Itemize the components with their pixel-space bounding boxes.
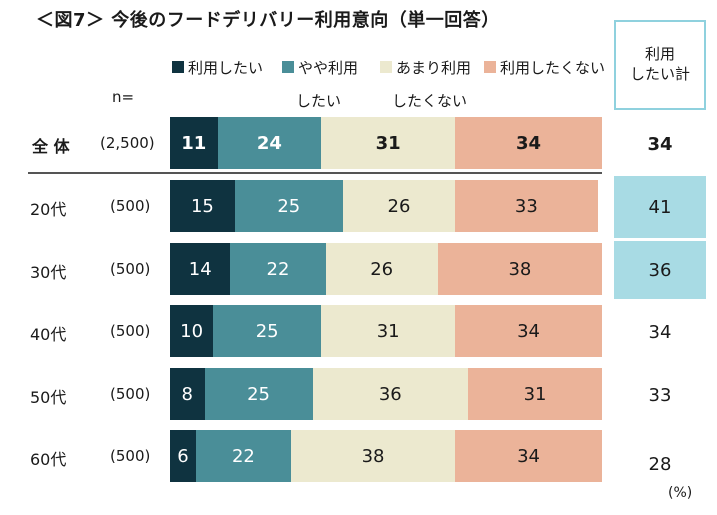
bar-segment: 25 <box>213 305 322 357</box>
bar-segment: 10 <box>170 305 214 357</box>
bar-segment: 26 <box>325 243 438 295</box>
bar-segment: 24 <box>217 117 322 169</box>
legend-item: 利用したい <box>172 58 263 78</box>
bar-segment: 8 <box>170 368 205 420</box>
legend-swatch <box>380 61 392 73</box>
row-label: 50代 <box>30 388 67 407</box>
bar-segment: 38 <box>290 430 456 482</box>
row-label: 40代 <box>30 325 67 344</box>
row-sample-size: (500) <box>110 322 151 340</box>
row-label: 全 体 <box>32 137 70 156</box>
bar-segment: 31 <box>468 368 602 420</box>
bar-segment: 31 <box>321 117 456 169</box>
total-want-value: 41 <box>648 197 672 218</box>
bar-segment: 15 <box>170 180 235 232</box>
n-label: n= <box>112 88 135 106</box>
total-want-value: 36 <box>648 260 672 281</box>
row-sample-size: (2,500) <box>100 134 155 152</box>
total-separator <box>28 172 602 174</box>
bar-segment: 34 <box>455 430 602 482</box>
legend-item: やや利用 <box>282 58 358 78</box>
bar-segment: 25 <box>204 368 313 420</box>
legend-label: 利用したくない <box>500 59 606 77</box>
bar-segment: 34 <box>455 305 602 357</box>
bar-segment: 25 <box>234 180 343 232</box>
chart-title: ＜図7＞ 今後のフードデリバリー利用意向（単一回答） <box>36 10 500 31</box>
legend-label: 利用したい <box>188 59 264 77</box>
total-want-value: 28 <box>648 454 672 475</box>
legend-swatch <box>282 61 294 73</box>
row-sample-size: (500) <box>110 260 151 278</box>
bar-segment: 6 <box>170 430 196 482</box>
bar-segment: 33 <box>455 180 598 232</box>
legend-swatch <box>484 61 496 73</box>
total-header-line2: したい計 <box>629 65 690 83</box>
row-sample-size: (500) <box>110 447 151 465</box>
bar-segment: 38 <box>437 243 602 295</box>
total-highlight <box>614 241 706 299</box>
bar-segment: 11 <box>170 117 218 169</box>
bar-segment: 14 <box>170 243 231 295</box>
legend-label-continuation: したくない <box>392 92 468 110</box>
legend-label-continuation: したい <box>296 92 342 110</box>
unit-label: (%) <box>668 485 693 501</box>
row-label: 30代 <box>30 263 67 282</box>
bar-segment: 22 <box>195 430 291 482</box>
legend-label: あまり利用 <box>396 59 472 77</box>
bar-segment: 26 <box>342 180 456 232</box>
row-label: 20代 <box>30 200 67 219</box>
legend-label: やや利用 <box>298 59 359 77</box>
legend-item: 利用したくない <box>484 58 605 78</box>
legend-swatch <box>172 61 184 73</box>
total-header-line1: 利用 <box>644 45 675 63</box>
total-header: 利用 したい計 <box>614 20 706 110</box>
total-want-value: 34 <box>648 322 672 343</box>
row-sample-size: (500) <box>110 197 151 215</box>
total-want-value: 33 <box>648 385 672 406</box>
total-want-value: 34 <box>647 134 673 155</box>
bar-segment: 31 <box>321 305 456 357</box>
bar-segment: 34 <box>455 117 602 169</box>
total-highlight <box>614 176 706 238</box>
bar-segment: 22 <box>230 243 326 295</box>
bar-segment: 36 <box>312 368 469 420</box>
row-sample-size: (500) <box>110 385 151 403</box>
legend-item: あまり利用 <box>380 58 471 78</box>
row-label: 60代 <box>30 450 67 469</box>
